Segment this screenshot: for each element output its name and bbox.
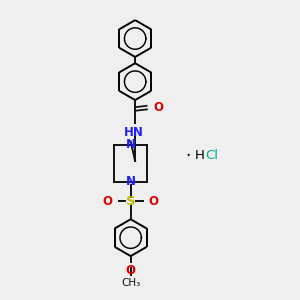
Text: O: O [103,195,113,208]
Text: CH₃: CH₃ [121,278,140,288]
Text: ·: · [186,147,191,165]
Text: H: H [195,149,205,162]
Text: S: S [126,195,136,208]
Text: O: O [153,101,163,114]
Text: HN: HN [124,126,144,139]
Text: N: N [126,138,136,152]
Text: Cl: Cl [205,149,218,162]
Text: O: O [148,195,158,208]
Text: N: N [126,175,136,188]
Text: O: O [126,264,136,278]
